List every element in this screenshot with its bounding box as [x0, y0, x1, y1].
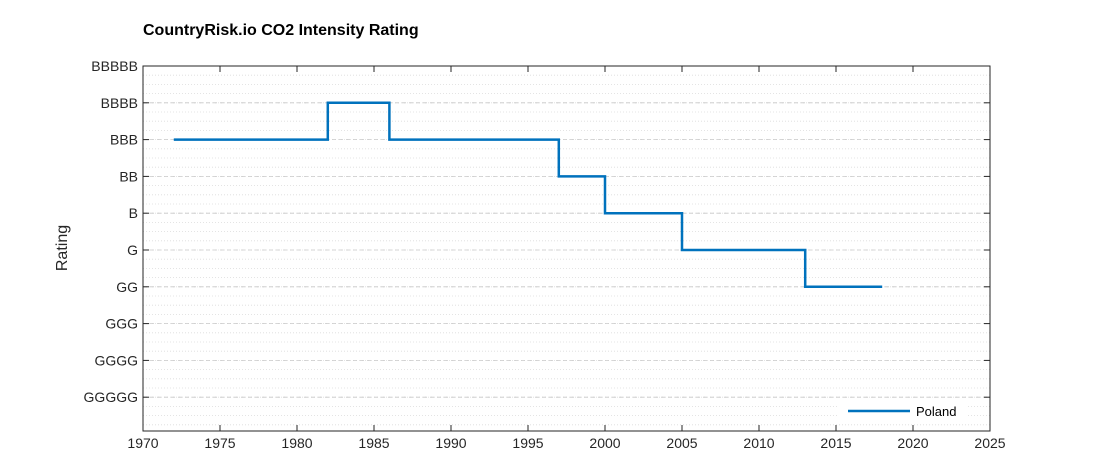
x-tick-label: 2020	[897, 435, 928, 451]
legend-label: Poland	[916, 404, 956, 419]
x-tick-label: 2015	[820, 435, 851, 451]
plot-area	[142, 65, 991, 432]
y-tick-label: GG	[116, 279, 138, 295]
legend: Poland	[838, 398, 968, 424]
x-tick-label: 1995	[512, 435, 543, 451]
y-tick-label: G	[127, 242, 138, 258]
y-axis-label: Rating	[54, 225, 71, 271]
y-tick-label: GGGG	[94, 352, 138, 368]
y-tick-label: GGG	[105, 316, 138, 332]
x-ticks: 1970 1975 1980 1985 1990 1995 2000 2005 2010 2015…	[127, 66, 1006, 451]
series-layer	[173, 101, 883, 289]
x-tick-label: 1970	[127, 435, 158, 451]
y-tick-label: GGGGG	[84, 389, 138, 405]
x-tick-label: 1985	[358, 435, 389, 451]
x-tick-label: 2000	[589, 435, 620, 451]
x-tick-label: 2010	[743, 435, 774, 451]
x-tick-label: 1980	[281, 435, 312, 451]
y-tick-label: BBB	[110, 132, 138, 148]
x-tick-label: 1990	[435, 435, 466, 451]
y-tick-label: BBBBB	[91, 58, 138, 74]
chart-title: CountryRisk.io CO2 Intensity Rating	[143, 22, 419, 39]
y-tick-label: BB	[119, 168, 138, 184]
y-tick-label: BBBB	[101, 95, 138, 111]
x-tick-label: 2005	[666, 435, 697, 451]
series-line-poland	[173, 101, 883, 289]
y-tick-label: B	[129, 205, 138, 221]
x-tick-label: 1975	[204, 435, 235, 451]
x-tick-label: 2025	[974, 435, 1005, 451]
